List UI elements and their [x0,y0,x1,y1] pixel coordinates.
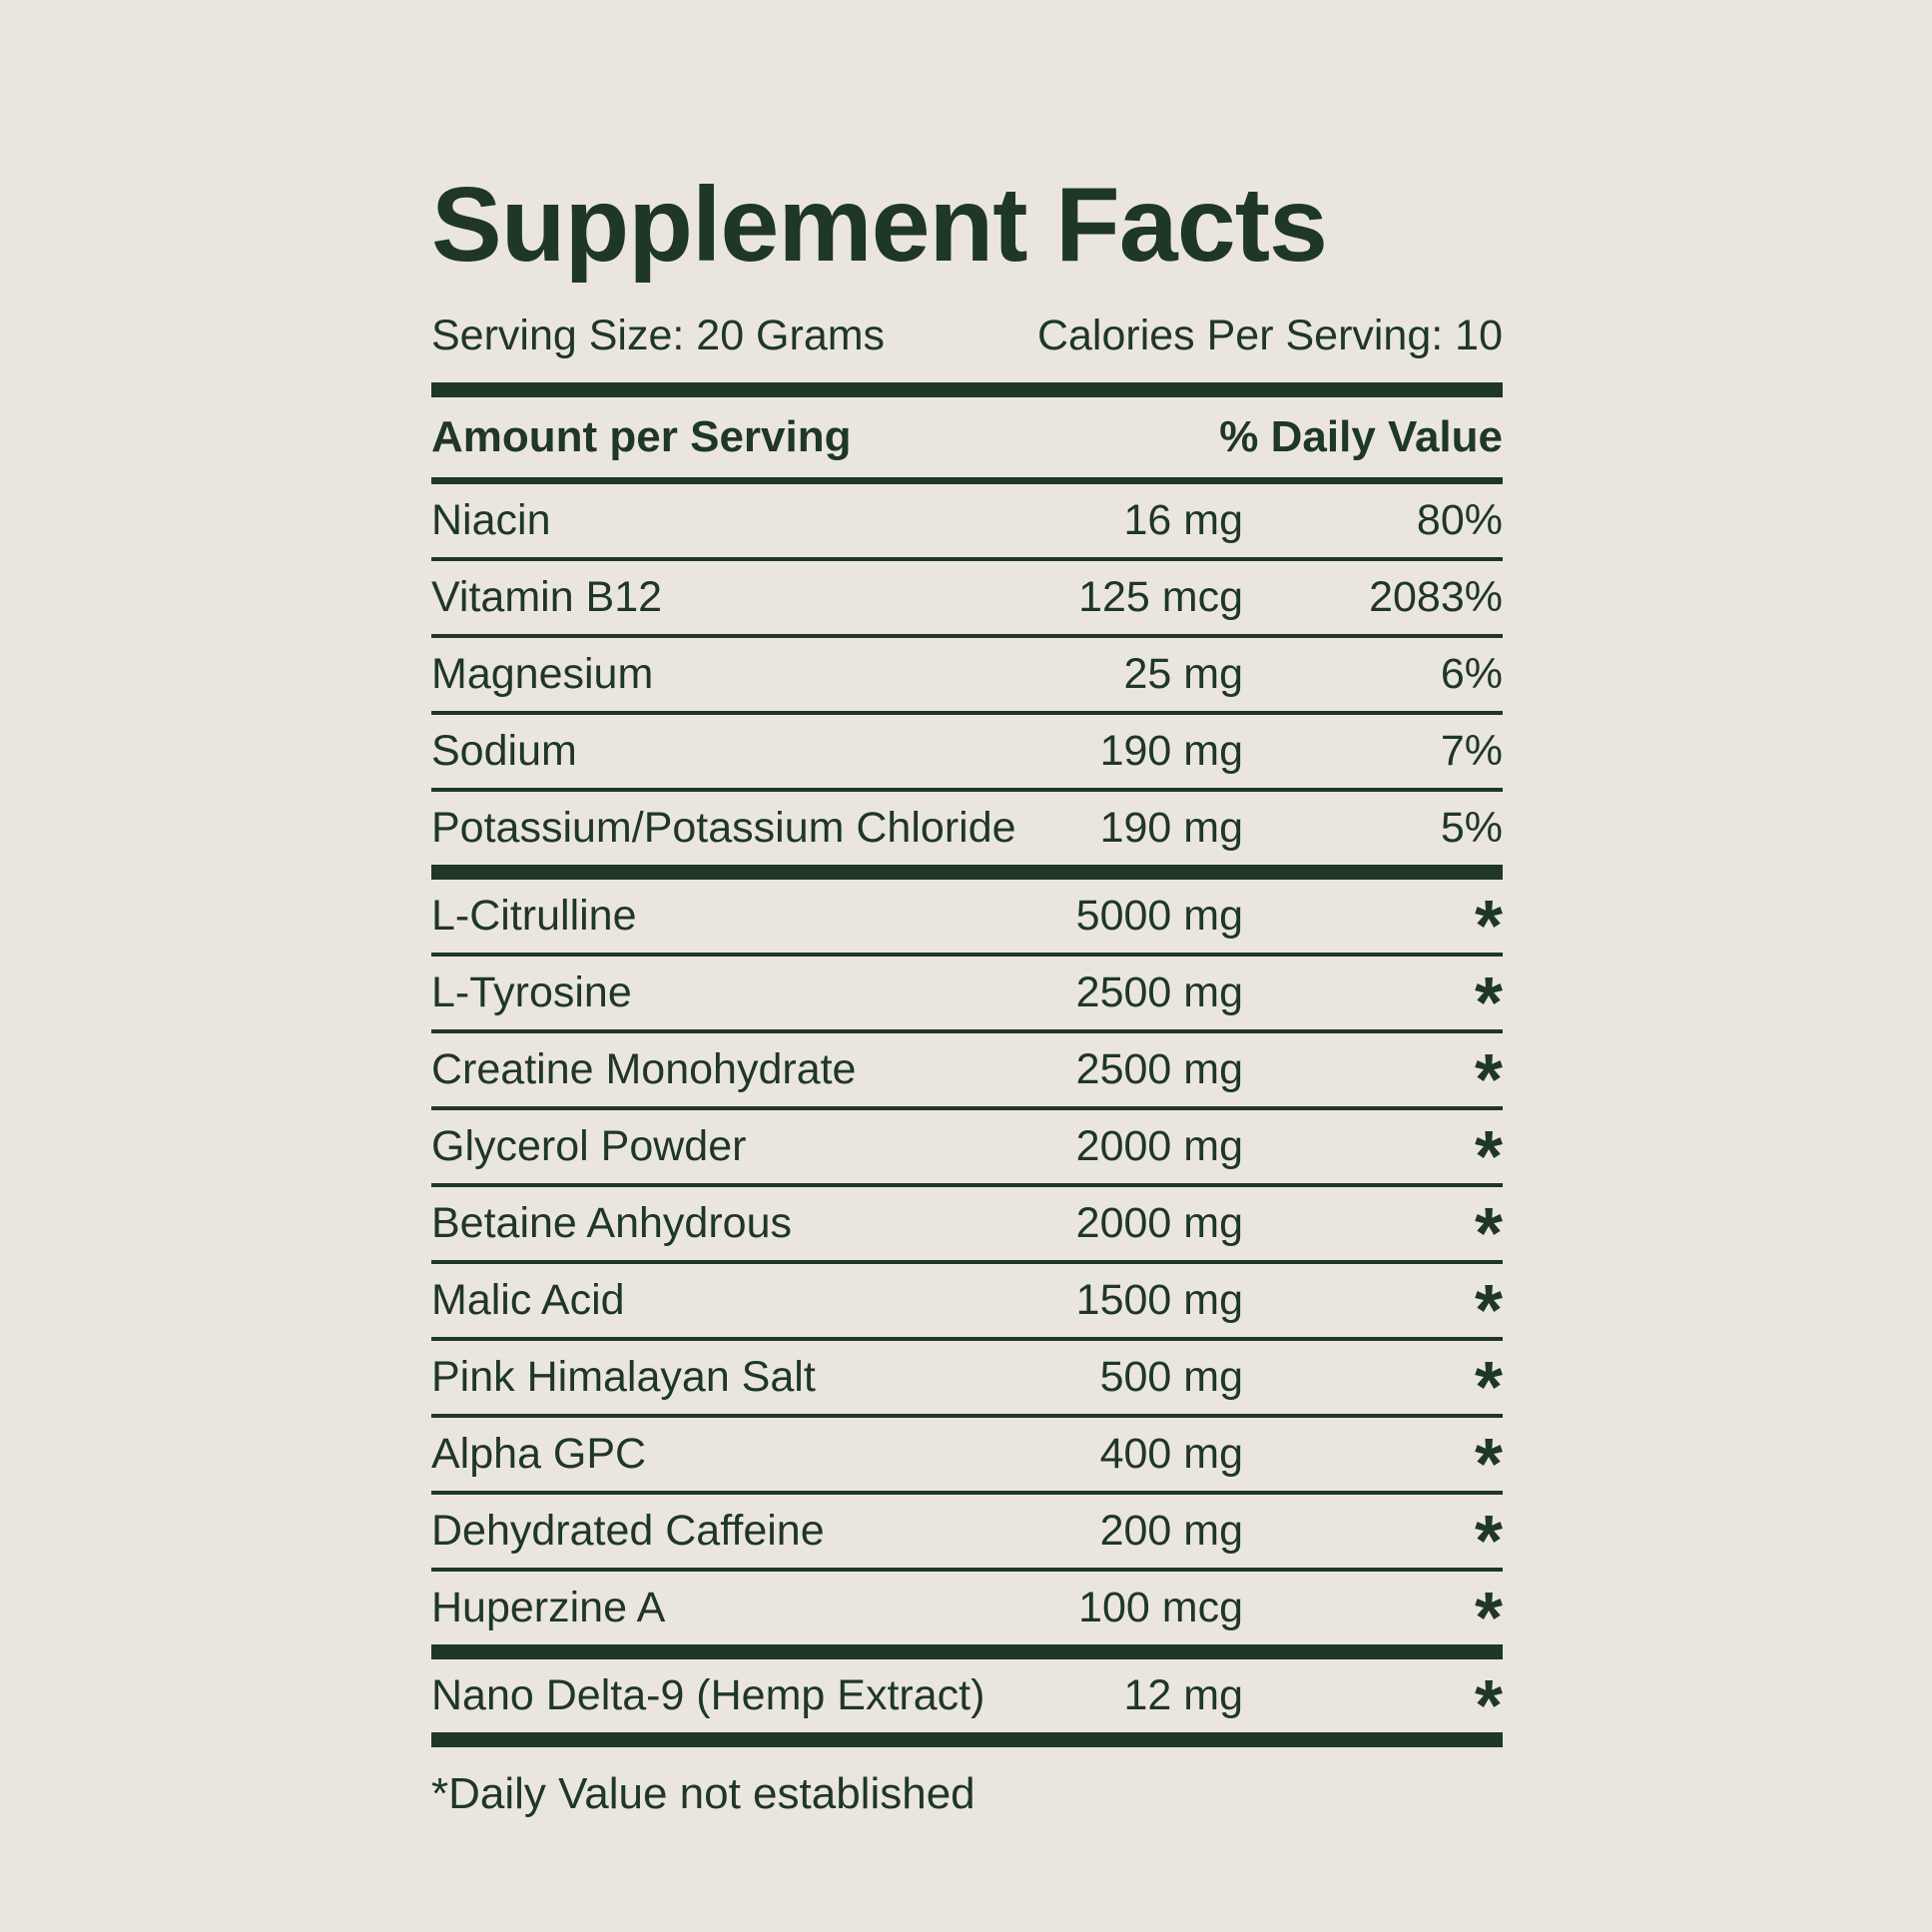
nutrient-daily-value: 6% [1440,650,1503,698]
nutrient-daily-value: 80% [1416,496,1503,544]
nutrient-name: Creatine Monohydrate [431,1045,857,1093]
nutrient-amount: 190 mg [1099,804,1243,852]
nutrient-amount: 2500 mg [1075,968,1243,1016]
row-divider [431,557,1503,561]
nutrient-name: Dehydrated Caffeine [431,1507,825,1555]
nutrient-name: Nano Delta-9 (Hemp Extract) [431,1671,985,1719]
nutrient-amount: 400 mg [1099,1430,1243,1478]
nutrient-row-pink-himalayan-salt: Pink Himalayan Salt 500 mg * [431,1347,1503,1428]
nutrient-name: Huperzine A [431,1584,666,1631]
row-divider [431,788,1503,792]
nutrient-amount: 5000 mg [1075,892,1243,940]
section-divider-bottom [431,1732,1503,1747]
nutrient-name: Pink Himalayan Salt [431,1353,816,1401]
nutrient-amount: 1500 mg [1075,1276,1243,1324]
nutrient-amount: 2000 mg [1075,1199,1243,1247]
row-divider [431,1260,1503,1264]
row-divider [431,634,1503,638]
nutrient-name: Potassium/Potassium Chloride [431,804,1016,852]
nutrient-amount: 2500 mg [1075,1045,1243,1093]
row-divider [431,1491,1503,1495]
row-divider [431,1414,1503,1418]
nutrient-row-malic-acid: Malic Acid 1500 mg * [431,1270,1503,1351]
nutrient-name: Niacin [431,496,551,544]
table-header-row: Amount per Serving % Daily Value [431,397,1503,477]
nutrient-name: Sodium [431,727,577,775]
nutrient-daily-value: 7% [1440,727,1503,775]
nutrient-amount: 100 mcg [1078,1584,1243,1631]
serving-info-row: Serving Size: 20 Grams Calories Per Serv… [431,312,1503,360]
row-divider [431,1337,1503,1341]
nutrient-amount: 125 mcg [1078,573,1243,621]
daily-value-footnote: *Daily Value not established [431,1769,975,1818]
row-divider [431,1029,1503,1033]
nutrient-name: Alpha GPC [431,1430,647,1478]
nutrient-amount: 200 mg [1099,1507,1243,1555]
nutrient-amount: 190 mg [1099,727,1243,775]
section-divider-middle [431,865,1503,880]
serving-size-text: Serving Size: 20 Grams [431,312,886,359]
nutrient-row-niacin: Niacin 16 mg 80% [431,484,1503,557]
nutrient-name: L-Tyrosine [431,968,632,1016]
header-underline [431,477,1503,484]
header-daily-value: % Daily Value [1219,412,1503,461]
nutrient-daily-value: 2083% [1369,573,1503,621]
calories-per-serving-text: Calories Per Serving: 10 [1036,312,1503,359]
nutrient-amount: 2000 mg [1075,1122,1243,1170]
nutrient-row-potassium: Potassium/Potassium Chloride 190 mg 5% [431,792,1503,865]
nutrient-amount: 500 mg [1099,1353,1243,1401]
nutrient-row-nano-delta-9: Nano Delta-9 (Hemp Extract) 12 mg * [431,1665,1503,1746]
nutrient-row-l-citrulline: L-Citrulline 5000 mg * [431,886,1503,966]
row-divider [431,953,1503,957]
nutrient-amount: 16 mg [1123,496,1243,544]
row-divider [431,1106,1503,1110]
nutrient-daily-value: 5% [1440,804,1503,852]
nutrient-name: Betaine Anhydrous [431,1199,792,1247]
row-divider [431,711,1503,715]
nutrient-name: Magnesium [431,650,654,698]
nutrient-row-sodium: Sodium 190 mg 7% [431,715,1503,788]
nutrient-name: Malic Acid [431,1276,625,1324]
nutrient-row-l-tyrosine: L-Tyrosine 2500 mg * [431,963,1503,1043]
nutrient-row-vitamin-b12: Vitamin B12 125 mcg 2083% [431,561,1503,634]
nutrient-row-creatine-monohydrate: Creatine Monohydrate 2500 mg * [431,1039,1503,1120]
header-amount-per-serving: Amount per Serving [431,412,852,461]
nutrient-amount: 25 mg [1123,650,1243,698]
nutrient-row-betaine-anhydrous: Betaine Anhydrous 2000 mg * [431,1193,1503,1274]
supplement-facts-panel: Supplement Facts Serving Size: 20 Grams … [431,172,1503,1819]
section-divider-hemp [431,1644,1503,1659]
nutrient-row-magnesium: Magnesium 25 mg 6% [431,638,1503,711]
row-divider [431,1183,1503,1187]
nutrient-amount: 12 mg [1123,1671,1243,1719]
row-divider [431,1568,1503,1572]
nutrient-row-alpha-gpc: Alpha GPC 400 mg * [431,1424,1503,1505]
nutrient-row-glycerol-powder: Glycerol Powder 2000 mg * [431,1116,1503,1197]
nutrient-row-dehydrated-caffeine: Dehydrated Caffeine 200 mg * [431,1501,1503,1582]
nutrient-row-huperzine-a: Huperzine A 100 mcg * [431,1578,1503,1658]
panel-title: Supplement Facts [431,166,1328,284]
section-divider-top [431,382,1503,397]
nutrient-name: L-Citrulline [431,892,637,940]
nutrient-name: Glycerol Powder [431,1122,747,1170]
nutrient-name: Vitamin B12 [431,573,663,621]
